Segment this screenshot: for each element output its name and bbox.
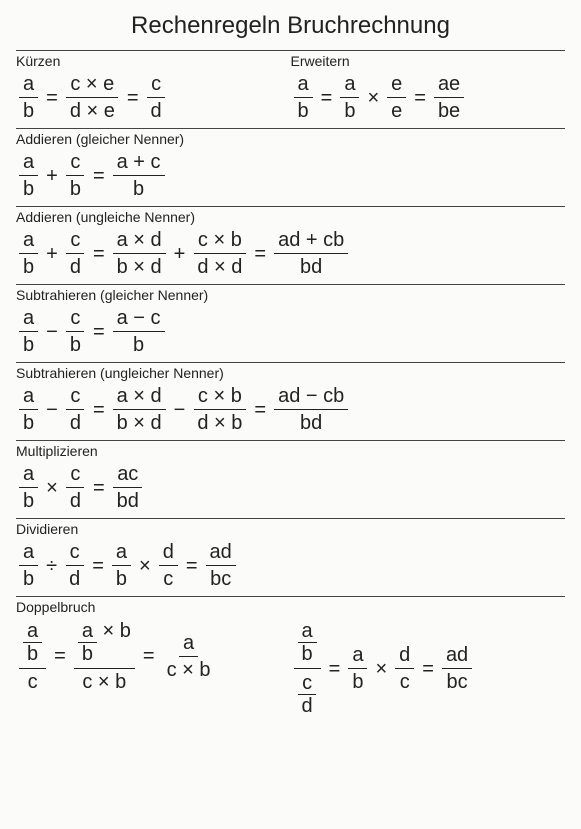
section-mult: Multiplizieren ab × cd = acbd [16,440,565,518]
section-add-same: Addieren (gleicher Nenner) ab + cb = a +… [16,128,565,206]
eq-kuerzen: ab = c × ed × e = cd [16,71,169,124]
label-mult: Multiplizieren [16,443,565,459]
label-add-diff: Addieren (ungleiche Nenner) [16,209,565,225]
section-sub-same: Subtrahieren (gleicher Nenner) ab − cb =… [16,284,565,362]
eq-doppel-1: ab c = ab × b c × b = ac × b [16,617,217,695]
label-div: Dividieren [16,521,565,537]
col-doppel-2: ab cd = ab × dc = adbc [291,617,566,720]
section-add-diff: Addieren (ungleiche Nenner) ab + cd = a … [16,206,565,284]
section-kuerzen-erweitern: Kürzen ab = c × ed × e = cd Erweitern ab… [16,50,565,128]
col-doppel-1: ab c = ab × b c × b = ac × b [16,617,291,695]
section-doppel: Doppelbruch ab c = ab × b c × b = ac × b… [16,596,565,724]
eq-add-diff: ab + cd = a × db × d + c × bd × d = ad +… [16,227,351,280]
eq-erweitern: ab = ab × ee = aebe [291,71,468,124]
eq-div: ab ÷ cd = ab × dc = adbc [16,539,239,592]
label-erweitern: Erweitern [291,53,566,69]
label-kuerzen: Kürzen [16,53,291,69]
eq-sub-diff: ab − cd = a × db × d − c × bd × b = ad −… [16,383,351,436]
eq-sub-same: ab − cb = a − cb [16,305,168,358]
section-div: Dividieren ab ÷ cd = ab × dc = adbc [16,518,565,596]
page-title: Rechenregeln Bruchrechnung [16,12,565,40]
eq-doppel-2: ab cd = ab × dc = adbc [291,617,476,720]
col-kuerzen: Kürzen ab = c × ed × e = cd [16,53,291,124]
label-sub-diff: Subtrahieren (ungleicher Nenner) [16,365,565,381]
label-sub-same: Subtrahieren (gleicher Nenner) [16,287,565,303]
col-erweitern: Erweitern ab = ab × ee = aebe [291,53,566,124]
label-doppel: Doppelbruch [16,599,565,615]
label-add-same: Addieren (gleicher Nenner) [16,131,565,147]
eq-mult: ab × cd = acbd [16,461,146,514]
section-sub-diff: Subtrahieren (ungleicher Nenner) ab − cd… [16,362,565,440]
eq-add-same: ab + cb = a + cb [16,149,168,202]
